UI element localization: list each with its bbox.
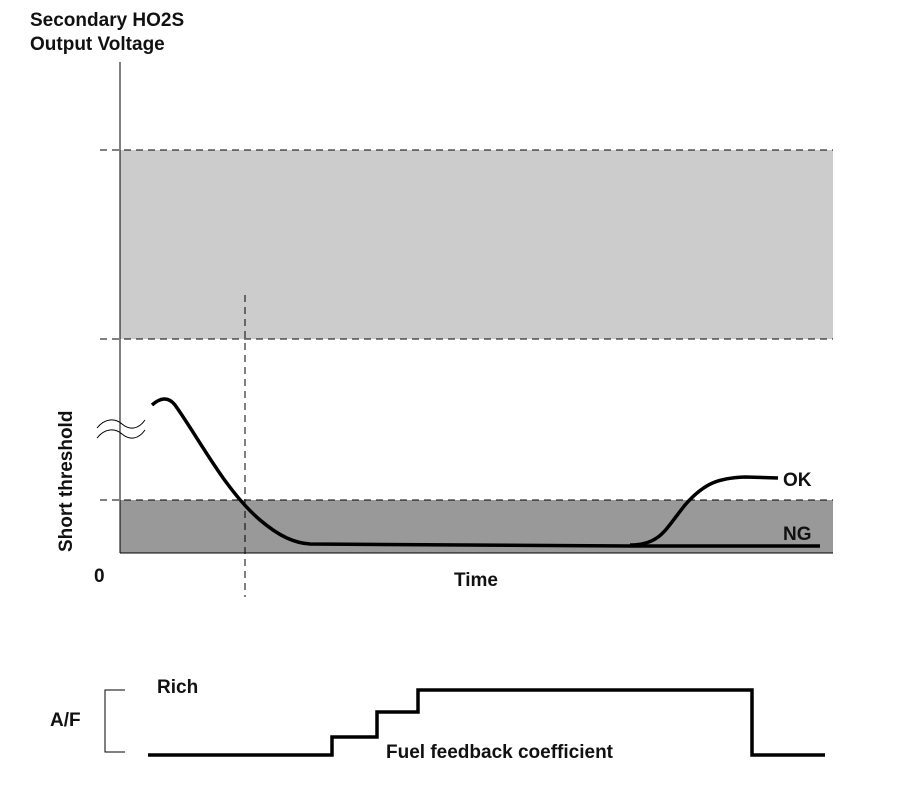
ng-curve xyxy=(150,397,820,548)
ok-curve xyxy=(629,475,779,547)
rich-label: Rich xyxy=(157,677,199,698)
ok-label: OK xyxy=(783,470,812,491)
x-axis-label: Time xyxy=(454,570,499,591)
fuel-feedback-step-line xyxy=(148,688,825,757)
ng-label: NG xyxy=(783,524,812,545)
upper-band xyxy=(120,150,833,339)
axis-break-icon xyxy=(96,419,146,439)
fuel-feedback-label: Fuel feedback coefficient xyxy=(386,742,614,763)
af-bracket xyxy=(104,689,125,753)
origin-label: 0 xyxy=(94,566,105,587)
chart-title-line1: Secondary HO2S xyxy=(30,10,185,31)
y-axis-label: Short threshold xyxy=(56,410,77,552)
af-label: A/F xyxy=(50,710,81,731)
chart-title-line2: Output Voltage xyxy=(30,34,165,55)
